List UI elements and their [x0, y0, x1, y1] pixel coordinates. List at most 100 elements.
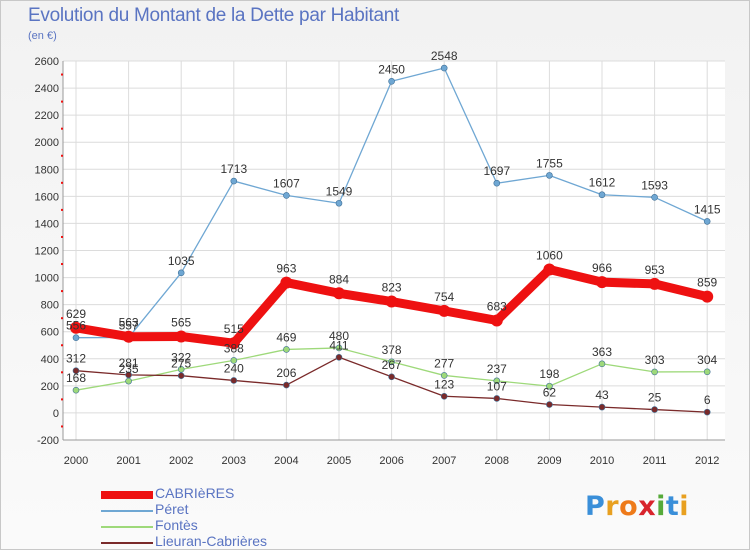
data-point: [230, 357, 238, 364]
data-point: [703, 368, 711, 376]
data-label: 1697: [483, 164, 510, 178]
y-tick-label: 600: [41, 327, 59, 339]
data-label: 303: [645, 353, 665, 367]
y-tick-label: 2000: [35, 137, 59, 149]
y-minor-tick: [61, 100, 63, 103]
x-tick-label: 2008: [485, 455, 509, 467]
x-tick-label: 2002: [169, 455, 193, 467]
data-point: [72, 386, 80, 394]
logo-letter: i: [679, 491, 690, 522]
y-minor-tick: [61, 208, 63, 211]
y-minor-tick: [61, 235, 63, 238]
data-point: [703, 218, 711, 225]
data-point: [72, 367, 80, 374]
data-label: 469: [276, 330, 296, 344]
data-point: [546, 401, 553, 408]
data-point: [122, 330, 135, 343]
data-point: [385, 295, 398, 308]
data-label: 1593: [641, 178, 668, 192]
data-label: 6: [704, 393, 711, 407]
y-tick-label: 400: [41, 354, 59, 366]
data-label: 43: [595, 388, 609, 402]
data-point: [546, 172, 553, 179]
data-label: 275: [171, 357, 191, 371]
data-point: [493, 377, 501, 385]
legend-swatch: [101, 542, 153, 544]
data-point: [651, 368, 658, 376]
data-label: 953: [645, 263, 665, 277]
data-label: 1713: [220, 162, 247, 176]
logo-letter: P: [585, 491, 606, 522]
x-tick-label: 2012: [695, 455, 719, 467]
data-label: 25: [648, 391, 662, 405]
y-tick-label: 200: [41, 381, 59, 393]
data-label: 629: [66, 307, 86, 321]
data-point: [177, 269, 185, 277]
data-label: 1060: [536, 248, 563, 262]
data-point: [651, 406, 658, 413]
legend-label: CABRIèRES: [155, 485, 235, 501]
data-point: [70, 321, 82, 334]
x-tick-label: 2004: [274, 455, 298, 467]
data-label: 107: [487, 379, 507, 393]
data-label: 515: [224, 322, 244, 336]
data-point: [598, 360, 606, 368]
chart-subtitle: (en €): [28, 30, 57, 42]
y-tick-label: 0: [53, 408, 59, 420]
data-label: 683: [487, 299, 507, 313]
data-point: [703, 408, 711, 416]
data-point: [543, 263, 556, 276]
y-minor-tick: [61, 290, 63, 293]
data-label: 966: [592, 261, 612, 275]
legend-swatch: [101, 510, 153, 512]
data-label: 565: [171, 315, 191, 329]
y-tick-label: 1800: [35, 164, 59, 176]
data-point: [493, 395, 501, 402]
data-label: 884: [329, 272, 349, 286]
x-tick-label: 2003: [222, 455, 246, 467]
data-label: 1612: [589, 176, 616, 190]
y-minor-tick: [61, 127, 63, 130]
y-minor-tick: [61, 344, 63, 347]
data-point: [230, 177, 238, 185]
data-label: 1035: [168, 254, 195, 268]
data-point: [227, 337, 240, 350]
data-label: 2450: [378, 62, 405, 76]
data-label: 1755: [536, 156, 563, 170]
data-label: 859: [697, 276, 717, 290]
x-tick-label: 2007: [432, 455, 456, 467]
data-point: [598, 191, 606, 199]
data-point: [335, 353, 343, 361]
data-label: 235: [119, 362, 139, 376]
data-point: [493, 179, 501, 187]
legend-swatch: [101, 491, 153, 499]
data-point: [230, 377, 238, 384]
x-tick-label: 2005: [327, 455, 351, 467]
data-point: [388, 78, 395, 85]
data-label: 363: [592, 345, 612, 359]
data-point: [651, 194, 658, 201]
data-label: 240: [224, 361, 244, 375]
data-point: [388, 373, 395, 381]
data-label: 62: [543, 386, 557, 400]
data-point: [177, 366, 185, 373]
data-point: [283, 381, 290, 389]
data-point: [175, 330, 188, 343]
data-point: [333, 287, 345, 300]
data-label: 267: [382, 358, 402, 372]
y-tick-label: 2400: [35, 83, 59, 95]
data-label: 237: [487, 362, 507, 376]
data-label: 1415: [694, 202, 721, 216]
logo-letter: x: [638, 491, 657, 522]
data-point: [490, 314, 503, 327]
data-point: [335, 344, 343, 352]
data-point: [283, 192, 290, 199]
data-point: [596, 276, 608, 289]
data-point: [440, 64, 448, 72]
x-tick-label: 2011: [643, 455, 667, 467]
data-label: 277: [434, 356, 454, 370]
data-label: 563: [119, 316, 139, 330]
data-point: [280, 276, 293, 289]
